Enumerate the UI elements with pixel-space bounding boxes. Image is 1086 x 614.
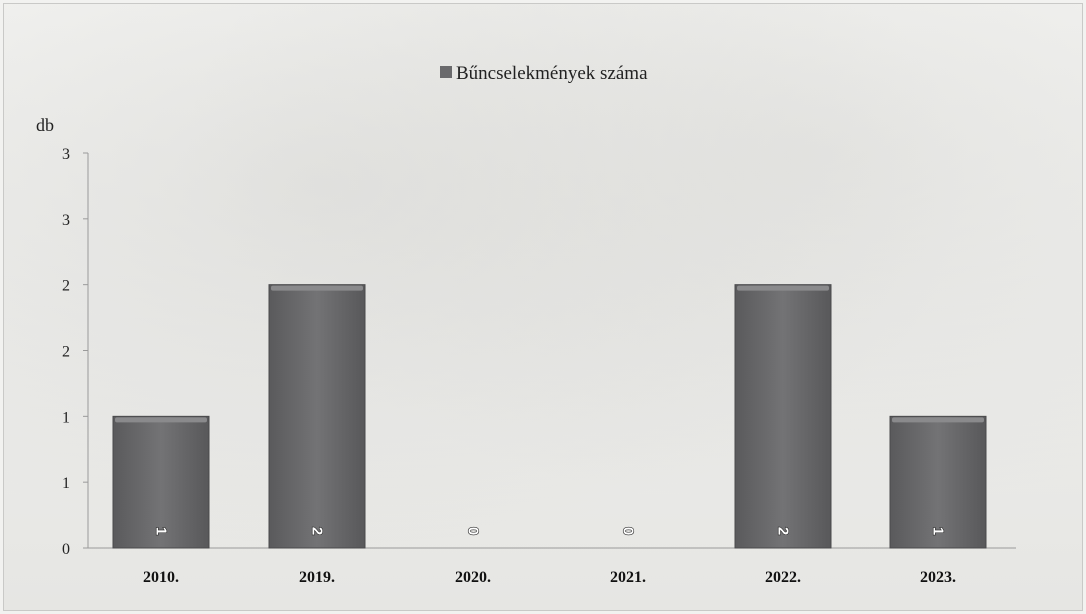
legend-swatch	[440, 66, 452, 78]
x-tick-label: 2021.	[610, 569, 646, 586]
y-tick-label: 1	[62, 475, 70, 492]
data-label: 0	[620, 527, 637, 535]
x-tick-label: 2020.	[455, 569, 491, 586]
bar	[268, 284, 366, 549]
y-tick-label: 1	[62, 409, 70, 426]
y-tick-label: 3	[62, 146, 70, 163]
bar-body	[268, 284, 366, 549]
legend-label: Bűncselekmények száma	[456, 63, 648, 84]
bar-body	[734, 284, 832, 549]
bar-body	[889, 415, 987, 549]
axes	[83, 152, 1016, 549]
data-label: 2	[775, 527, 792, 535]
bar-highlight	[892, 417, 984, 423]
bar	[889, 415, 987, 549]
bar-highlight	[115, 417, 207, 423]
x-tick-label: 2019.	[299, 569, 335, 586]
bar-highlight	[737, 285, 829, 291]
y-tick-labels: 0 1 1 2 2 3 3	[62, 146, 70, 558]
bar	[734, 284, 832, 549]
bar-highlight	[271, 285, 363, 291]
data-label: 2	[309, 527, 326, 535]
data-labels: 1 2 0 0 2 1	[152, 526, 947, 536]
x-tick-label: 2023.	[920, 569, 956, 586]
bar	[112, 415, 210, 549]
x-tick-label: 2010.	[143, 569, 179, 586]
data-label: 1	[153, 527, 170, 535]
y-tick-label: 0	[62, 541, 70, 558]
x-tick-label: 2022.	[765, 569, 801, 586]
data-label: 0	[465, 527, 482, 535]
bars	[112, 284, 987, 549]
y-tick-label: 2	[62, 344, 70, 361]
y-tick-label: 2	[62, 278, 70, 295]
y-axis-label: db	[36, 115, 54, 135]
data-label: 1	[930, 527, 947, 535]
y-tick-label: 3	[62, 212, 70, 229]
bar-body	[112, 415, 210, 549]
x-tick-labels: 2010. 2019. 2020. 2021. 2022. 2023.	[143, 569, 956, 586]
legend: Bűncselekmények száma	[440, 63, 648, 84]
